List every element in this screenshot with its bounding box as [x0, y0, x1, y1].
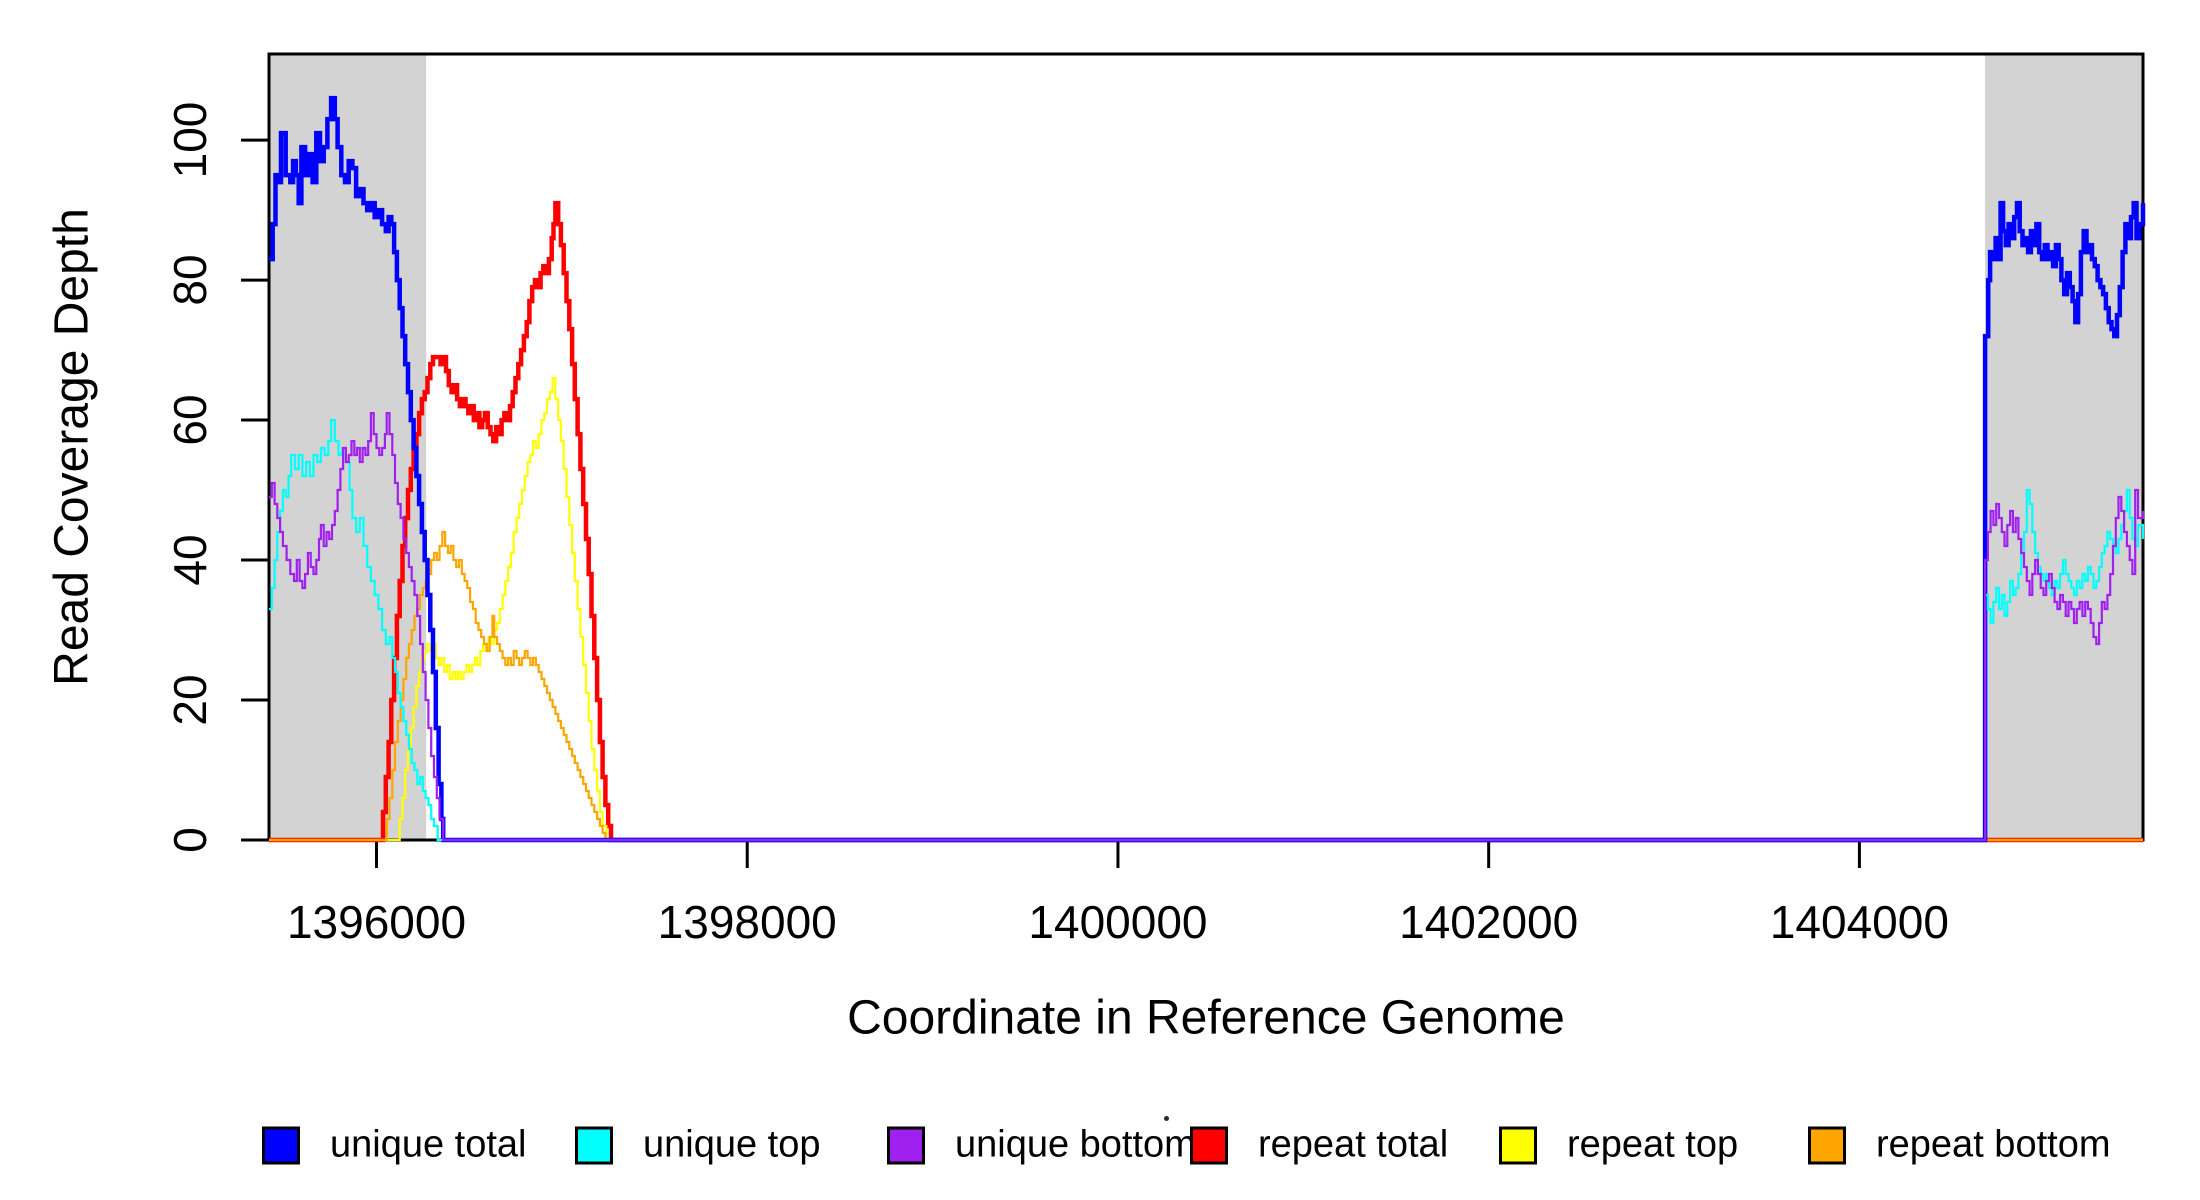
x-axis-title: Coordinate in Reference Genome: [847, 991, 1565, 1045]
x-tick-label: 1402000: [1399, 896, 1579, 948]
y-tick-label: 80: [164, 254, 216, 306]
legend-item-unique-bottom: unique bottom: [887, 1124, 1196, 1167]
x-tick-label: 1404000: [1769, 896, 1949, 948]
legend-label: unique total: [330, 1123, 527, 1166]
legend-label: repeat top: [1567, 1123, 1739, 1166]
legend-item-unique-top: unique top: [575, 1124, 821, 1167]
series-repeat-top: [269, 377, 2143, 842]
legend-item-repeat-total: repeat total: [1190, 1124, 1448, 1167]
legend-item-repeat-top: repeat top: [1499, 1124, 1738, 1167]
series-unique-top: [269, 419, 2145, 842]
y-tick-label: 60: [164, 394, 216, 446]
shaded-region: [1985, 54, 2143, 840]
series-unique-total: [269, 95, 2146, 843]
legend-label: unique top: [643, 1123, 821, 1166]
y-tick-label: 100: [164, 101, 216, 179]
legend-item-repeat-bottom: repeat bottom: [1808, 1124, 2110, 1167]
y-tick-label: 0: [164, 827, 216, 853]
stray-mark: [1164, 1116, 1169, 1121]
series-repeat-total: [269, 200, 2143, 843]
legend-swatch-unique-top: [575, 1126, 613, 1164]
legend-label: repeat bottom: [1876, 1123, 2111, 1166]
x-tick-label: 1396000: [286, 896, 467, 948]
series-unique-bottom: [269, 412, 2145, 842]
legend-swatch-repeat-top: [1499, 1126, 1537, 1164]
y-axis-title: Read Coverage Depth: [45, 208, 99, 686]
legend-swatch-repeat-total: [1190, 1126, 1228, 1164]
x-tick-label: 1398000: [657, 896, 837, 948]
legend-label: unique bottom: [955, 1123, 1196, 1166]
legend-swatch-unique-bottom: [887, 1126, 925, 1164]
x-tick-label: 1400000: [1028, 896, 1208, 948]
y-tick-label: 20: [164, 674, 216, 726]
plot-border: [267, 52, 2145, 842]
legend-swatch-unique-total: [262, 1126, 300, 1164]
legend-swatch-repeat-bottom: [1808, 1126, 1846, 1164]
series-repeat-bottom: [269, 530, 2143, 842]
legend-label: repeat total: [1258, 1123, 1449, 1166]
legend-item-unique-total: unique total: [262, 1124, 527, 1167]
y-tick-label: 40: [164, 534, 216, 586]
